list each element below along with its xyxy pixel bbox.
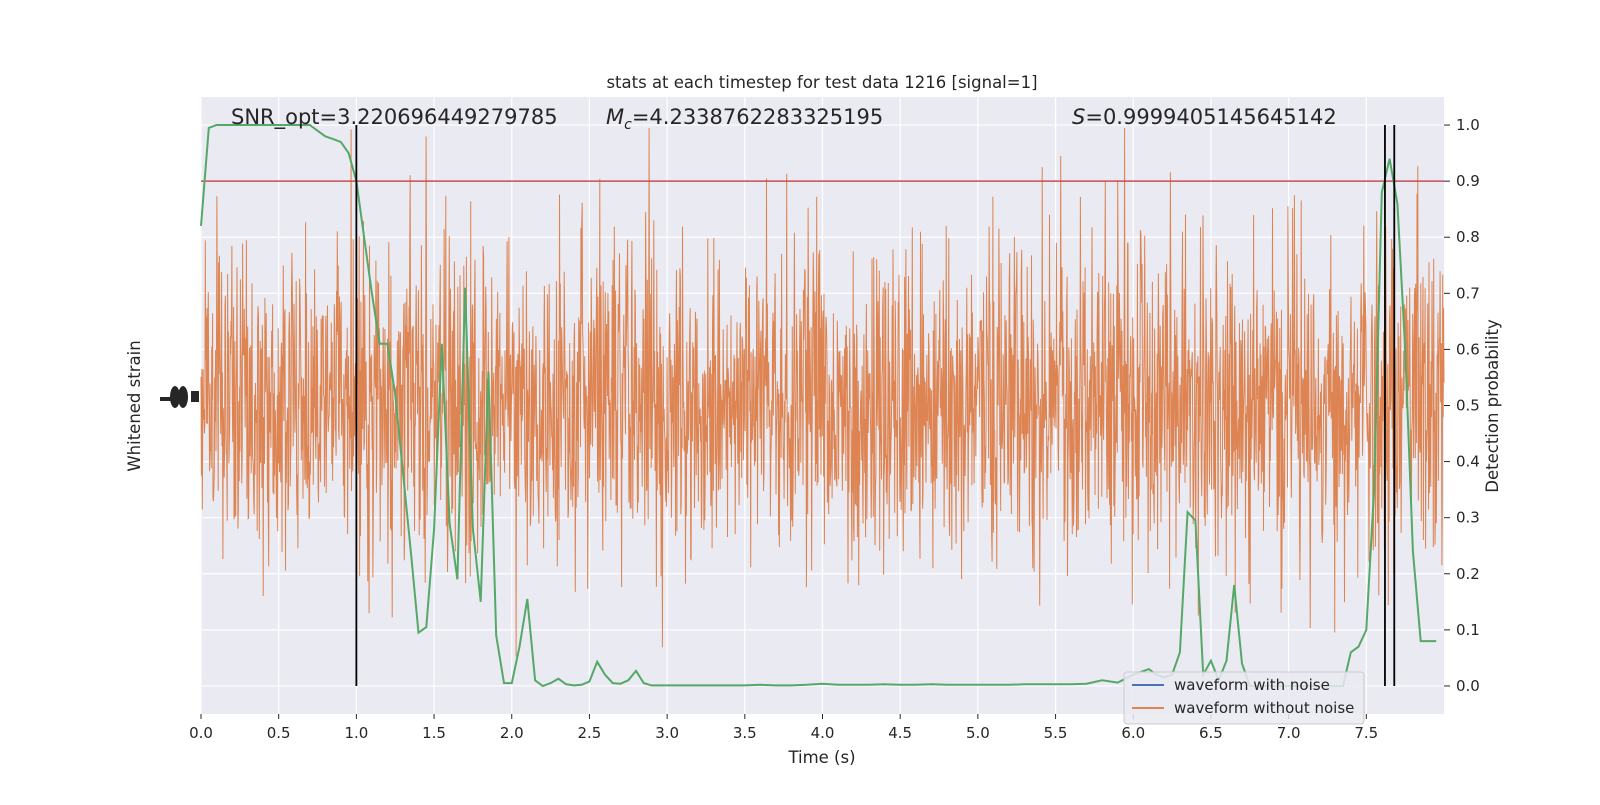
x-tick-label: 0.5 [267, 724, 291, 742]
y-left-axis-label: Whitened strain [125, 340, 144, 471]
x-tick-label: 4.0 [811, 724, 835, 742]
x-tick-label: 3.5 [733, 724, 757, 742]
snr-annotation: SNR_opt=3.220696449279785 [231, 105, 558, 130]
y-tick-label: 0.8 [1456, 228, 1480, 246]
whitened-strain-trace [200, 127, 1445, 657]
x-tick-label: 0.0 [189, 724, 213, 742]
y-right-axis-ticks: 0.0 0.1 0.2 0.3 0.4 0.5 0.6 0.7 0.8 0.9 1.0 [1444, 116, 1480, 695]
y-tick-label: 0.0 [1456, 677, 1480, 695]
x-tick-label: 2.5 [578, 724, 602, 742]
chart-title: stats at each timestep for test data 121… [606, 73, 1037, 92]
mc-value: =4.2338762283325195 [632, 105, 883, 129]
mc-symbol: M [606, 105, 624, 129]
strain-path [200, 127, 1445, 657]
x-axis-ticks: 0.0 0.5 1.0 1.5 2.0 2.5 3.0 3.5 4.0 4.5 5.0 5.5 6.0 6… [189, 714, 1378, 742]
x-tick-label: 1.5 [422, 724, 446, 742]
chirp-mass-annotation: Mc=4.2338762283325195 [606, 105, 883, 133]
y-tick-label: 0.6 [1456, 340, 1480, 358]
y-tick-label: 0.1 [1456, 621, 1480, 639]
x-tick-label: 3.0 [655, 724, 679, 742]
x-axis-label: Time (s) [787, 748, 855, 767]
y-tick-label: 0.2 [1456, 565, 1480, 583]
legend-box [1123, 671, 1365, 725]
mc-subscript: c [624, 117, 632, 133]
s-annotation: S=0.9999405145645142 [1072, 105, 1337, 129]
x-tick-label: 1.0 [344, 724, 368, 742]
y-tick-label: 1.0 [1456, 116, 1480, 134]
y-right-axis-label: Detection probability [1483, 319, 1502, 493]
x-tick-label: 7.5 [1354, 724, 1378, 742]
vertical-markers [355, 125, 1396, 686]
legend-label-with-noise: waveform with noise [1174, 676, 1330, 694]
x-tick-label: 6.5 [1199, 724, 1223, 742]
s-value: =0.9999405145645142 [1085, 105, 1336, 129]
y-tick-label: 0.5 [1456, 397, 1480, 415]
s-symbol: S [1072, 105, 1085, 129]
x-tick-label: 5.5 [1044, 724, 1068, 742]
y-tick-label: 0.3 [1456, 509, 1480, 527]
x-tick-label: 2.0 [500, 724, 524, 742]
y-tick-label: 0.7 [1456, 284, 1480, 302]
y-tick-label: 0.9 [1456, 172, 1480, 190]
x-tick-label: 6.0 [1121, 724, 1145, 742]
x-tick-label: 4.5 [888, 724, 912, 742]
legend: waveform with noise waveform without noi… [1123, 671, 1365, 725]
y-tick-label: 0.4 [1456, 453, 1480, 471]
legend-label-without-noise: waveform without noise [1174, 699, 1354, 717]
left-axis-offset-glyph [160, 386, 199, 408]
x-tick-label: 7.0 [1277, 724, 1301, 742]
x-tick-label: 5.0 [966, 724, 990, 742]
